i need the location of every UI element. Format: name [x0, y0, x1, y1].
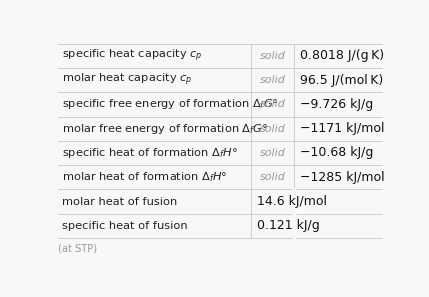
- Text: 14.6 kJ/mol: 14.6 kJ/mol: [257, 195, 326, 208]
- Text: solid: solid: [260, 172, 286, 182]
- Text: specific heat capacity $c_p$: specific heat capacity $c_p$: [62, 48, 202, 64]
- Text: −9.726 kJ/g: −9.726 kJ/g: [300, 98, 374, 111]
- Text: (at STP): (at STP): [57, 243, 97, 253]
- Text: specific free energy of formation $\Delta_f G°$: specific free energy of formation $\Delt…: [62, 97, 278, 111]
- Text: molar free energy of formation $\Delta_f G°$: molar free energy of formation $\Delta_f…: [62, 122, 268, 136]
- Text: −1285 kJ/mol: −1285 kJ/mol: [300, 171, 385, 184]
- Text: 96.5 J/(mol K): 96.5 J/(mol K): [300, 74, 384, 87]
- Text: solid: solid: [260, 75, 286, 85]
- Text: −10.68 kJ/g: −10.68 kJ/g: [300, 146, 374, 159]
- Text: solid: solid: [260, 99, 286, 109]
- Text: solid: solid: [260, 124, 286, 134]
- Text: molar heat capacity $c_p$: molar heat capacity $c_p$: [62, 72, 192, 88]
- Text: specific heat of formation $\Delta_f H°$: specific heat of formation $\Delta_f H°$: [62, 146, 237, 160]
- Text: 0.121 kJ/g: 0.121 kJ/g: [257, 219, 320, 232]
- Text: molar heat of fusion: molar heat of fusion: [62, 197, 177, 207]
- Text: solid: solid: [260, 51, 286, 61]
- Text: specific heat of fusion: specific heat of fusion: [62, 221, 187, 231]
- Text: 0.8018 J/(g K): 0.8018 J/(g K): [300, 49, 385, 62]
- Text: molar heat of formation $\Delta_f H°$: molar heat of formation $\Delta_f H°$: [62, 170, 227, 184]
- Bar: [293, 189, 296, 214]
- Text: −1171 kJ/mol: −1171 kJ/mol: [300, 122, 385, 135]
- Bar: [293, 214, 296, 238]
- Text: solid: solid: [260, 148, 286, 158]
